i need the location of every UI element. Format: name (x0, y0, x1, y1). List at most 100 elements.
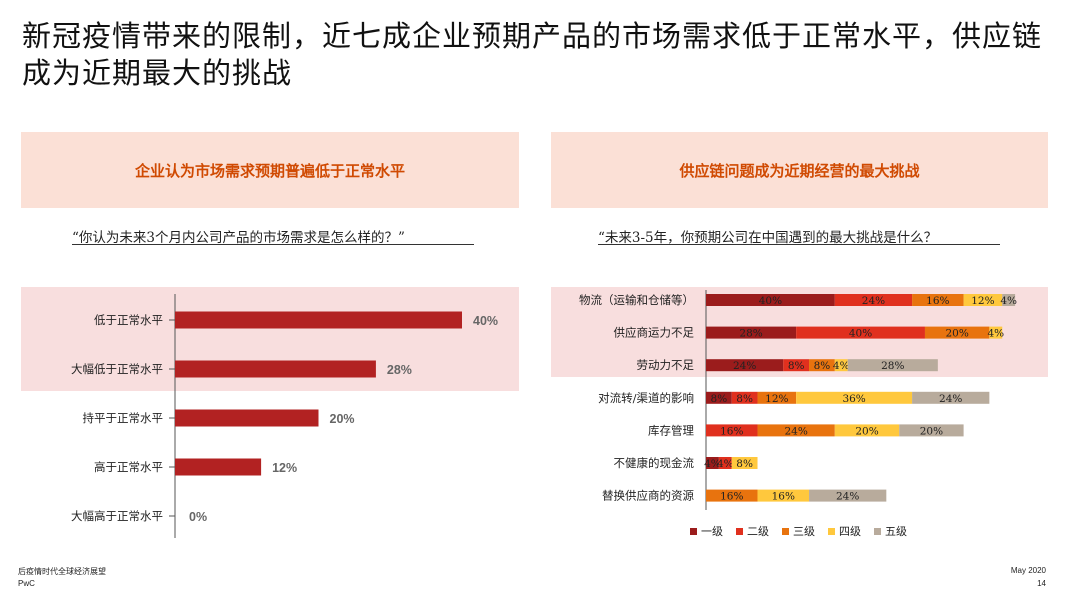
left-bar (175, 311, 462, 329)
right-segment-value-label: 24% (939, 393, 962, 405)
right-bar-segment (718, 457, 732, 469)
legend-swatch (782, 528, 789, 535)
right-bar-segment (912, 294, 964, 306)
right-bar-segment (731, 457, 758, 469)
left-question: “你认为未来3个月内公司产品的市场需求是怎么样的？” (72, 230, 405, 246)
right-category-label: 不健康的现金流 (614, 456, 695, 470)
left-bar (175, 360, 376, 378)
right-segment-value-label: 40% (849, 328, 872, 340)
right-bar-segment (989, 326, 1003, 339)
right-category-label: 劳动力不足 (637, 358, 695, 372)
right-bar-segment (706, 424, 758, 437)
right-bar-segment (757, 424, 835, 437)
right-segment-value-label: 28% (881, 360, 904, 372)
right-bar-segment (757, 391, 797, 404)
right-segment-value-label: 4% (717, 458, 734, 470)
right-bar-segment (796, 326, 925, 339)
right-segment-value-label: 16% (720, 491, 743, 503)
right-bar-segment (757, 489, 810, 502)
right-question-underline (598, 244, 1000, 245)
right-bar-segment (706, 359, 784, 372)
right-segment-value-label: 4% (833, 360, 850, 372)
legend-swatch (736, 528, 743, 535)
left-bar-value-label: 12% (272, 461, 297, 475)
left-category-label: 低于正常水平 (94, 313, 163, 327)
right-question: “未来3-5年，你预期公司在中国遇到的最大挑战是什么？ (598, 230, 938, 246)
right-bar-segment (847, 359, 938, 372)
left-bar-value-label: 0% (189, 510, 207, 524)
left-category-label: 大幅高于正常水平 (71, 509, 163, 523)
right-category-label: 对流转/渠道的影响 (598, 391, 694, 405)
right-category-label: 物流（运输和仓储等） (579, 293, 694, 307)
left-question-underline (72, 244, 474, 245)
right-bar-segment (899, 424, 964, 437)
left-bar-value-label: 20% (330, 412, 355, 426)
right-segment-value-label: 16% (926, 295, 949, 307)
footer-brand: PwC (18, 579, 35, 588)
right-segment-value-label: 12% (765, 393, 788, 405)
right-segment-value-label: 16% (772, 491, 795, 503)
right-panel-heading: 供应链问题成为近期经营的最大挑战 (551, 132, 1048, 208)
right-segment-value-label: 40% (759, 295, 782, 307)
right-bar-segment (963, 294, 1003, 306)
left-category-label: 持平于正常水平 (83, 411, 164, 425)
right-segment-value-label: 20% (945, 328, 968, 340)
right-bar-segment (809, 489, 887, 502)
legend-swatch (690, 528, 697, 535)
right-segment-value-label: 12% (971, 295, 994, 307)
left-category-label: 大幅低于正常水平 (71, 362, 163, 376)
legend-swatch (874, 528, 881, 535)
right-segment-value-label: 24% (784, 425, 807, 437)
right-bar-segment (731, 391, 758, 404)
right-segment-value-label: 24% (862, 295, 885, 307)
right-segment-value-label: 8% (736, 458, 753, 470)
right-bar-segment (834, 294, 913, 306)
right-bar-segment (706, 457, 719, 469)
right-bar-segment (706, 489, 758, 502)
right-segment-value-label: 20% (855, 425, 878, 437)
left-bar (175, 409, 319, 427)
legend-label: 二级 (747, 525, 769, 538)
right-bar-segment (912, 391, 990, 404)
right-bar-segment (924, 326, 990, 339)
legend-swatch (828, 528, 835, 535)
right-segment-value-label: 8% (711, 393, 728, 405)
footer-page-number: 14 (1037, 579, 1046, 588)
left-panel-heading: 企业认为市场需求预期普遍低于正常水平 (21, 132, 519, 208)
right-segment-value-label: 4% (987, 328, 1004, 340)
right-segment-value-label: 24% (836, 491, 859, 503)
right-segment-value-label: 20% (920, 425, 943, 437)
right-bar-segment (706, 326, 797, 339)
right-segment-value-label: 16% (720, 425, 743, 437)
right-segment-value-label: 8% (814, 360, 831, 372)
left-bar-value-label: 28% (387, 363, 412, 377)
footer-report-title: 后疫情时代全球经济展望 (18, 567, 106, 576)
right-bar-segment (834, 359, 848, 372)
left-bar-value-label: 40% (473, 314, 498, 328)
legend-label: 一级 (701, 525, 723, 538)
right-bar-segment (1002, 294, 1016, 306)
legend-label: 四级 (839, 525, 861, 538)
right-bar-segment (783, 359, 810, 372)
right-segment-value-label: 8% (736, 393, 753, 405)
right-segment-value-label: 28% (739, 328, 762, 340)
right-category-label: 替换供应商的资源 (602, 489, 694, 503)
right-category-label: 供应商运力不足 (614, 326, 695, 340)
legend-label: 五级 (885, 525, 907, 538)
left-category-label: 高于正常水平 (94, 460, 163, 474)
right-segment-value-label: 8% (788, 360, 805, 372)
right-bar-segment (834, 424, 900, 437)
right-segment-value-label: 24% (733, 360, 756, 372)
right-bar-segment (706, 294, 835, 306)
right-segment-value-label: 4% (1000, 295, 1017, 307)
footer-date: May 2020 (1010, 566, 1046, 575)
legend-label: 三级 (793, 525, 815, 538)
right-category-label: 库存管理 (648, 423, 694, 437)
page-title: 新冠疫情带来的限制，近七成企业预期产品的市场需求低于正常水平，供应链成为近期最大… (22, 19, 1043, 90)
right-segment-value-label: 4% (704, 458, 721, 470)
right-bar-segment (706, 391, 732, 404)
right-bar-segment (796, 391, 913, 404)
left-bar (175, 458, 262, 476)
right-segment-value-label: 36% (842, 393, 865, 405)
